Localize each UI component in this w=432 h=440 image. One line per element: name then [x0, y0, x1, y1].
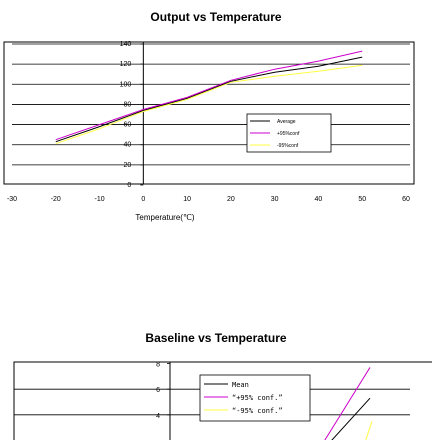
chart1-y-tick-label: 20 — [124, 162, 132, 169]
chart1-y-tick-label: 60 — [124, 122, 132, 129]
chart1-legend-label-1: Average — [277, 119, 296, 125]
chart-title-baseline: Baseline vs Temperature — [145, 331, 287, 345]
chart1-x-tick-label: 40 — [315, 196, 323, 203]
chart1-x-tick-label: -10 — [94, 196, 104, 203]
chart1-x-tick-label: 10 — [183, 196, 191, 203]
chart1-series-line-2 — [55, 50, 363, 141]
chart2-y-tick-label: 8 — [156, 362, 160, 369]
chart1-y-tick-label: 0 — [127, 182, 131, 189]
chart2-series-line-1 — [331, 397, 371, 440]
chart1-y-tick-label: 80 — [124, 101, 132, 108]
chart1-x-tick-label: 20 — [227, 196, 235, 203]
chart1-y-tick-label: 100 — [120, 81, 132, 88]
chart2-legend-box — [199, 374, 311, 422]
chart1-legend-label-3: -95%conf — [277, 143, 299, 149]
chart2-y-tick-label: 6 — [156, 387, 160, 394]
chart1-x-tick-label: 60 — [402, 196, 410, 203]
chart1-x-tick-label: 30 — [271, 196, 279, 203]
chart1-legend-label-2: +95%conf — [277, 131, 300, 137]
chart2-series-line-2 — [324, 367, 371, 440]
chart1-y-tick-label: 40 — [124, 142, 132, 149]
chart2-legend-label-1: Mean — [232, 381, 249, 389]
chart1-series-line-3 — [55, 64, 363, 145]
chart1-x-tick-label: -20 — [51, 196, 61, 203]
chart1-plot-frame — [3, 41, 415, 185]
chart1-x-axis-label: Temperature(℃) — [135, 213, 195, 222]
chart1-y-tick-label: 140 — [120, 41, 132, 48]
chart1-y-tick-label: 120 — [120, 61, 132, 68]
chart1-x-tick-label: 0 — [141, 196, 145, 203]
chart2-y-tick-label: 4 — [156, 413, 160, 420]
chart2-plot-frame — [13, 361, 432, 440]
chart2-legend-label-2: “+95% conf.” — [232, 394, 283, 402]
chart2-legend-label-3: “-95% conf.” — [232, 407, 283, 415]
chart1-series-line-1 — [55, 56, 363, 143]
chart-title-output: Output vs Temperature — [150, 10, 282, 24]
chart1-x-tick-label: 50 — [358, 196, 366, 203]
chart1-x-tick-label: -30 — [7, 196, 17, 203]
chart2-series-line-3 — [365, 421, 373, 440]
